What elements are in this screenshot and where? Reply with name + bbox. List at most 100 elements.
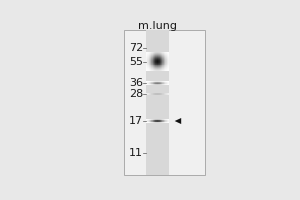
Bar	[155, 57, 156, 58]
Bar	[165, 93, 166, 95]
Bar	[162, 61, 163, 62]
Bar	[153, 54, 154, 55]
Bar	[156, 56, 157, 57]
Bar	[151, 57, 152, 58]
Bar	[146, 67, 147, 68]
Bar	[147, 53, 148, 54]
Bar	[153, 59, 154, 60]
Bar	[146, 59, 147, 60]
Bar	[159, 93, 160, 95]
Bar	[168, 68, 169, 69]
Bar	[168, 57, 169, 58]
Bar	[160, 58, 161, 59]
Bar	[156, 60, 157, 61]
Bar	[157, 67, 158, 68]
Bar	[152, 65, 153, 66]
Bar	[167, 69, 168, 70]
Bar	[159, 56, 160, 57]
Bar	[152, 63, 153, 64]
Bar	[160, 56, 161, 57]
Bar	[161, 61, 162, 62]
Bar	[155, 65, 156, 66]
Bar	[150, 60, 151, 61]
Bar	[150, 68, 151, 69]
Bar	[161, 65, 162, 66]
Bar	[153, 93, 154, 95]
Bar	[157, 52, 158, 53]
Bar	[153, 61, 154, 62]
Bar	[152, 60, 153, 61]
Bar	[149, 65, 150, 66]
Bar	[153, 63, 154, 64]
Bar	[152, 61, 153, 62]
Bar	[156, 69, 157, 70]
Text: 72: 72	[129, 43, 143, 53]
Bar	[158, 59, 159, 60]
Bar	[164, 67, 165, 68]
Bar	[162, 55, 163, 56]
Bar	[156, 70, 157, 71]
Bar	[149, 53, 150, 54]
Bar	[150, 58, 151, 59]
Bar	[165, 68, 166, 69]
Text: 36: 36	[129, 78, 143, 88]
Bar	[167, 52, 168, 53]
Bar	[159, 59, 160, 60]
Bar	[149, 62, 150, 63]
Bar	[152, 53, 153, 54]
Bar	[167, 68, 168, 69]
Bar	[162, 93, 163, 95]
Bar	[159, 66, 160, 67]
Bar	[148, 57, 149, 58]
Bar	[164, 63, 165, 64]
Bar	[146, 63, 147, 64]
Bar	[147, 52, 148, 53]
Bar	[157, 62, 158, 63]
Bar	[153, 70, 154, 71]
Bar	[148, 64, 149, 65]
Bar	[159, 53, 160, 54]
Bar	[146, 52, 147, 53]
Bar	[168, 61, 169, 62]
Bar	[150, 70, 151, 71]
Bar	[160, 55, 161, 56]
Bar	[148, 54, 149, 55]
Bar	[158, 60, 159, 61]
Bar	[151, 55, 152, 56]
Bar	[149, 67, 150, 68]
Bar	[147, 61, 148, 62]
Bar	[159, 63, 160, 64]
Bar	[164, 66, 165, 67]
Bar	[165, 60, 166, 61]
Bar	[164, 65, 165, 66]
Bar	[151, 61, 152, 62]
Bar	[146, 58, 147, 59]
Bar	[156, 55, 157, 56]
Bar	[163, 68, 164, 69]
Bar	[165, 65, 166, 66]
Bar	[159, 60, 160, 61]
Bar	[151, 93, 152, 95]
Bar	[158, 56, 159, 57]
Bar	[150, 52, 151, 53]
Bar	[164, 52, 165, 53]
Bar	[156, 61, 157, 62]
Bar	[157, 59, 158, 60]
Bar	[148, 58, 149, 59]
Bar	[157, 58, 158, 59]
Bar	[160, 57, 161, 58]
Bar	[155, 66, 156, 67]
Bar	[147, 55, 148, 56]
Bar	[163, 61, 164, 62]
Bar	[146, 55, 147, 56]
Bar	[164, 57, 165, 58]
Bar	[146, 62, 147, 63]
Bar	[158, 58, 159, 59]
Bar	[162, 62, 163, 63]
Bar	[162, 65, 163, 66]
Bar	[154, 54, 155, 55]
Bar	[158, 66, 159, 67]
Bar	[153, 64, 154, 65]
Bar	[147, 56, 148, 57]
Bar	[148, 60, 149, 61]
